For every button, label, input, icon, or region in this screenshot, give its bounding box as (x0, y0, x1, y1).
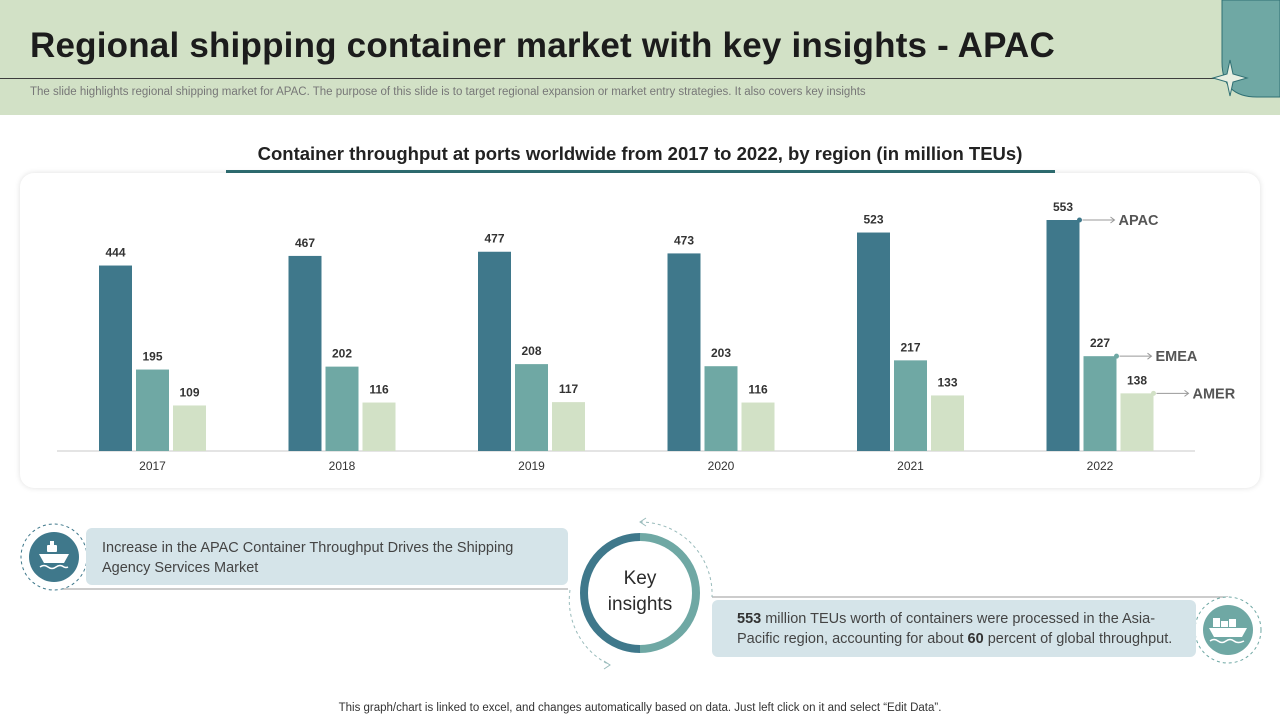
data-label: 217 (900, 340, 920, 354)
sparkle-icon (1211, 59, 1249, 97)
corner-decoration (1211, 0, 1280, 98)
legend-label-apac: APAC (1119, 213, 1160, 229)
legend-arrow (1147, 352, 1153, 360)
chart-title-underline (226, 170, 1055, 173)
legend-dot (1077, 217, 1082, 223)
data-label: 195 (142, 350, 162, 364)
bar-emea-2018 (325, 366, 359, 451)
legend-arrow (1110, 216, 1116, 224)
data-label: 202 (332, 347, 352, 361)
data-label: 138 (1127, 373, 1147, 387)
bar-apac-2021 (857, 232, 890, 451)
bar-emea-2019 (515, 364, 548, 451)
bar-apac-2019 (478, 251, 511, 451)
bar-apac-2018 (288, 255, 322, 451)
data-label: 203 (711, 346, 731, 360)
bar-amer-2019 (552, 402, 585, 451)
x-tick-label: 2020 (708, 459, 735, 473)
chart-card: 444 195 109 2017 467 202 116 2018 477 208 117 2019 4… (20, 173, 1260, 488)
data-label: 473 (674, 233, 694, 247)
insight-right-callout: 553 million TEUs worth of containers wer… (712, 600, 1196, 657)
bar-amer-2018 (362, 402, 396, 451)
data-label: 553 (1053, 200, 1073, 214)
bar-chart: 444 195 109 2017 467 202 116 2018 477 208 117 2019 4… (57, 200, 1236, 473)
insight-text-2: percent of global throughput. (983, 631, 1173, 647)
data-label: 116 (748, 383, 768, 397)
title-divider (0, 78, 1280, 79)
x-tick-label: 2018 (329, 459, 356, 473)
legend-dot (1151, 390, 1156, 396)
cargo-ship-icon (1209, 618, 1247, 644)
legend-dot (1114, 353, 1119, 359)
data-label: 116 (369, 383, 389, 397)
insight-value: 553 (737, 611, 762, 627)
data-label: 227 (1090, 336, 1110, 350)
bar-emea-2020 (704, 366, 738, 451)
data-label: 208 (521, 344, 541, 358)
data-label: 477 (484, 232, 504, 246)
x-tick-label: 2019 (518, 459, 545, 473)
legend-label-emea: EMEA (1156, 349, 1198, 365)
x-tick-label: 2022 (1087, 459, 1114, 473)
bar-apac-2022 (1046, 220, 1080, 451)
bar-amer-2017 (173, 405, 206, 451)
insight-left-callout: Increase in the APAC Container Throughpu… (86, 528, 568, 585)
data-label: 109 (179, 385, 199, 399)
legend-arrow (1184, 389, 1190, 397)
bar-apac-2017 (99, 265, 132, 451)
footer-note: This graph/chart is linked to excel, and… (338, 702, 942, 714)
slide-subtitle: The slide highlights regional shipping m… (30, 86, 866, 98)
bar-apac-2020 (667, 253, 701, 451)
x-tick-label: 2017 (139, 459, 166, 473)
insight-percent: 60 (967, 631, 984, 647)
data-label: 444 (105, 246, 125, 260)
header-band: Regional shipping container market with … (0, 0, 1280, 115)
insight-text-1: million TEUs worth of containers were pr… (737, 611, 1156, 647)
bar-emea-2021 (894, 360, 927, 451)
bar-emea-2022 (1083, 356, 1117, 451)
bar-emea-2017 (136, 369, 169, 451)
bar-amer-2021 (931, 395, 964, 451)
chart-title: Container throughput at ports worldwide … (257, 143, 1023, 164)
legend-label-amer: AMER (1193, 386, 1236, 402)
data-label: 117 (559, 382, 579, 396)
data-label: 467 (295, 236, 315, 250)
x-tick-label: 2021 (897, 459, 924, 473)
data-label: 523 (863, 213, 883, 227)
ship-icon (39, 541, 69, 570)
slide-title: Regional shipping container market with … (30, 26, 1056, 65)
data-label: 133 (937, 375, 957, 389)
bar-amer-2020 (741, 402, 775, 451)
bar-amer-2022 (1120, 393, 1154, 451)
key-insights-label: Key insights (607, 568, 673, 615)
